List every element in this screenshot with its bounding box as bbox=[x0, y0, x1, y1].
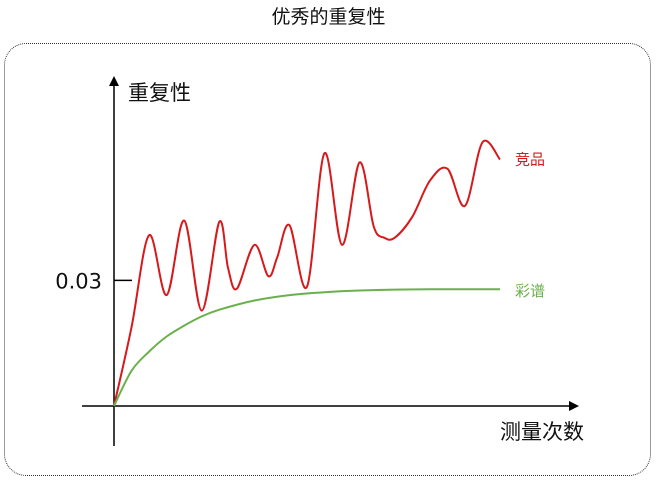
y-axis-label: 重复性 bbox=[128, 81, 191, 105]
y-tick-label: 0.03 bbox=[55, 269, 102, 293]
series-line-1 bbox=[113, 288, 500, 407]
chart-frame bbox=[4, 43, 651, 476]
series-label-1: 彩谱 bbox=[515, 282, 545, 300]
series-label-0: 竞品 bbox=[515, 150, 545, 168]
x-axis-label: 测量次数 bbox=[500, 420, 584, 444]
series-line-0 bbox=[113, 139, 501, 407]
chart-title: 优秀的重复性 bbox=[271, 6, 386, 28]
